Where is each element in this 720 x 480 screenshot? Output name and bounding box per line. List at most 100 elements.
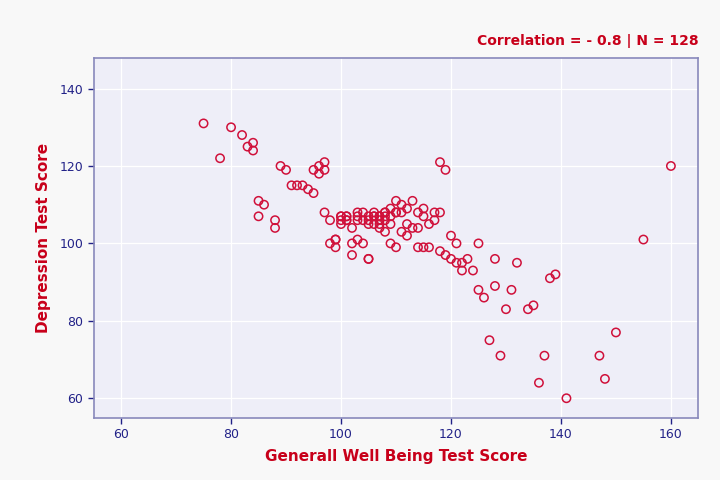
Point	[247, 139, 258, 146]
Point	[467, 267, 479, 275]
Point	[357, 240, 369, 247]
Point	[549, 271, 561, 278]
Y-axis label: Depression Test Score: Depression Test Score	[36, 143, 51, 333]
Point	[330, 243, 341, 251]
Point	[401, 205, 413, 213]
Point	[368, 213, 379, 220]
Point	[401, 232, 413, 240]
X-axis label: Generall Well Being Test Score: Generall Well Being Test Score	[265, 449, 527, 464]
Point	[352, 236, 364, 243]
Point	[363, 255, 374, 263]
Point	[534, 379, 545, 386]
Point	[384, 205, 396, 213]
Point	[418, 243, 429, 251]
Point	[319, 209, 330, 216]
Point	[445, 232, 456, 240]
Point	[336, 213, 347, 220]
Point	[319, 166, 330, 174]
Point	[539, 352, 550, 360]
Point	[418, 205, 429, 213]
Point	[505, 286, 517, 294]
Point	[456, 259, 468, 266]
Point	[292, 181, 303, 189]
Point	[374, 220, 385, 228]
Point	[352, 213, 364, 220]
Point	[357, 216, 369, 224]
Point	[258, 201, 270, 208]
Point	[307, 189, 319, 197]
Point	[253, 197, 264, 204]
Point	[319, 158, 330, 166]
Point	[379, 209, 391, 216]
Point	[374, 224, 385, 232]
Point	[374, 213, 385, 220]
Point	[511, 259, 523, 266]
Point	[407, 224, 418, 232]
Point	[594, 352, 606, 360]
Point	[379, 213, 391, 220]
Point	[368, 220, 379, 228]
Point	[522, 305, 534, 313]
Point	[336, 216, 347, 224]
Point	[413, 224, 424, 232]
Point	[434, 158, 446, 166]
Point	[215, 155, 226, 162]
Point	[407, 197, 418, 204]
Point	[379, 209, 391, 216]
Point	[665, 162, 677, 170]
Point	[269, 216, 281, 224]
Point	[324, 216, 336, 224]
Point	[236, 131, 248, 139]
Point	[352, 216, 364, 224]
Point	[363, 213, 374, 220]
Point	[286, 181, 297, 189]
Point	[253, 213, 264, 220]
Point	[384, 240, 396, 247]
Point	[638, 236, 649, 243]
Point	[352, 209, 364, 216]
Point	[384, 213, 396, 220]
Point	[561, 395, 572, 402]
Point	[330, 236, 341, 243]
Point	[242, 143, 253, 150]
Point	[390, 209, 402, 216]
Point	[610, 329, 621, 336]
Point	[428, 216, 440, 224]
Point	[374, 216, 385, 224]
Point	[368, 213, 379, 220]
Point	[544, 275, 556, 282]
Point	[307, 166, 319, 174]
Point	[599, 375, 611, 383]
Point	[440, 251, 451, 259]
Point	[434, 209, 446, 216]
Point	[324, 240, 336, 247]
Point	[330, 236, 341, 243]
Point	[423, 220, 435, 228]
Point	[341, 213, 352, 220]
Point	[528, 301, 539, 309]
Point	[384, 220, 396, 228]
Point	[428, 209, 440, 216]
Point	[379, 228, 391, 236]
Point	[198, 120, 210, 127]
Point	[396, 201, 408, 208]
Point	[440, 166, 451, 174]
Point	[396, 228, 408, 236]
Point	[473, 240, 485, 247]
Point	[396, 209, 408, 216]
Point	[390, 197, 402, 204]
Point	[451, 259, 462, 266]
Point	[390, 209, 402, 216]
Point	[336, 220, 347, 228]
Point	[484, 336, 495, 344]
Point	[363, 220, 374, 228]
Point	[341, 216, 352, 224]
Point	[269, 224, 281, 232]
Point	[346, 251, 358, 259]
Point	[413, 209, 424, 216]
Point	[374, 213, 385, 220]
Point	[280, 166, 292, 174]
Point	[462, 255, 473, 263]
Point	[302, 185, 314, 193]
Point	[418, 213, 429, 220]
